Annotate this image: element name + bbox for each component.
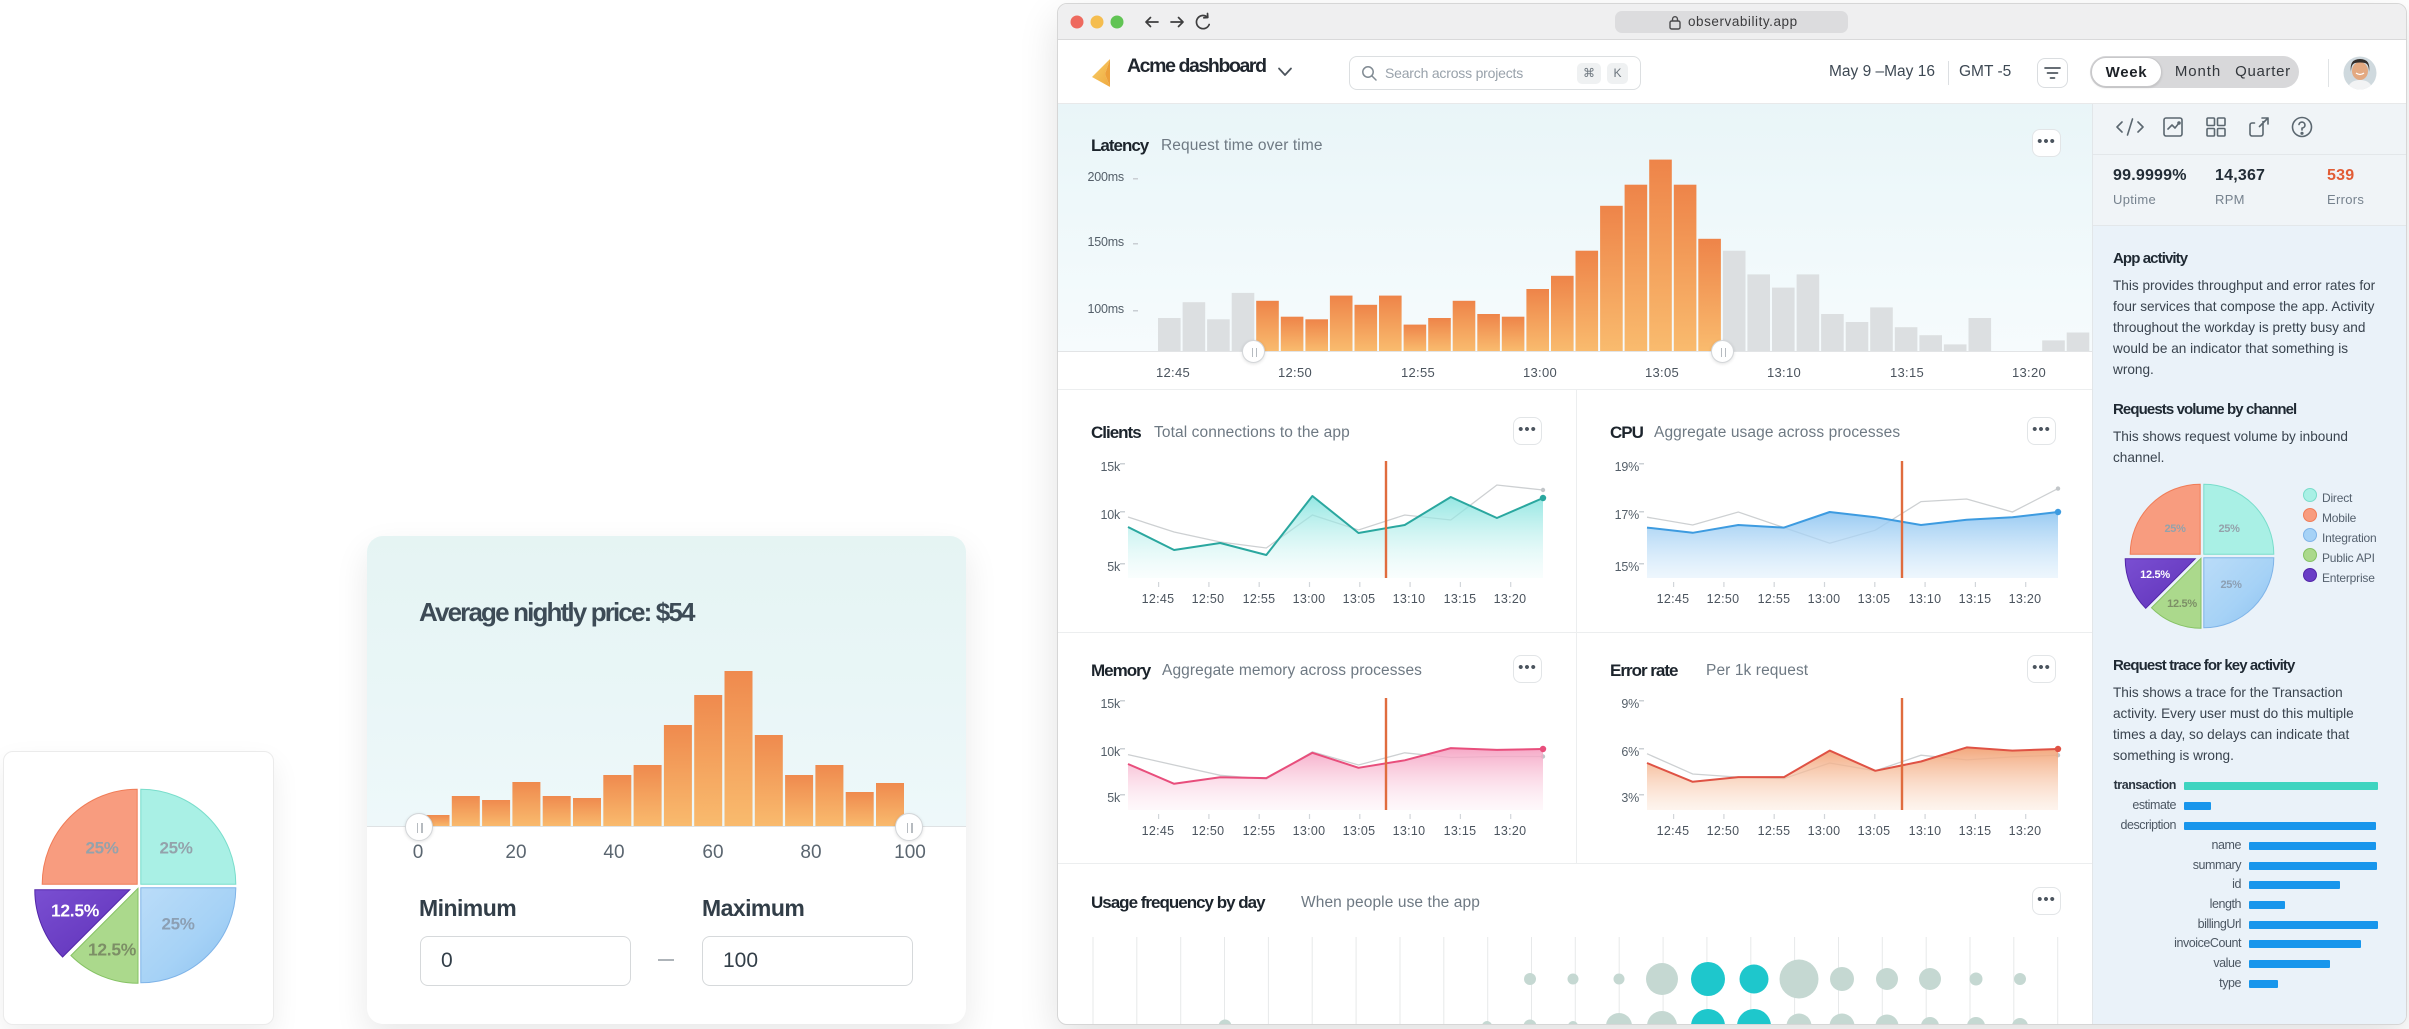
svg-text:25%: 25% [85, 838, 118, 857]
svg-text:12.5%: 12.5% [2167, 598, 2197, 610]
svg-text:25%: 25% [161, 914, 194, 933]
svg-text:25%: 25% [2218, 523, 2240, 535]
svg-text:12.5%: 12.5% [88, 940, 137, 960]
svg-text:25%: 25% [2220, 579, 2242, 591]
svg-text:12.5%: 12.5% [2140, 569, 2170, 581]
svg-text:12.5%: 12.5% [51, 901, 100, 921]
svg-text:25%: 25% [159, 838, 192, 857]
svg-text:25%: 25% [2164, 523, 2186, 535]
